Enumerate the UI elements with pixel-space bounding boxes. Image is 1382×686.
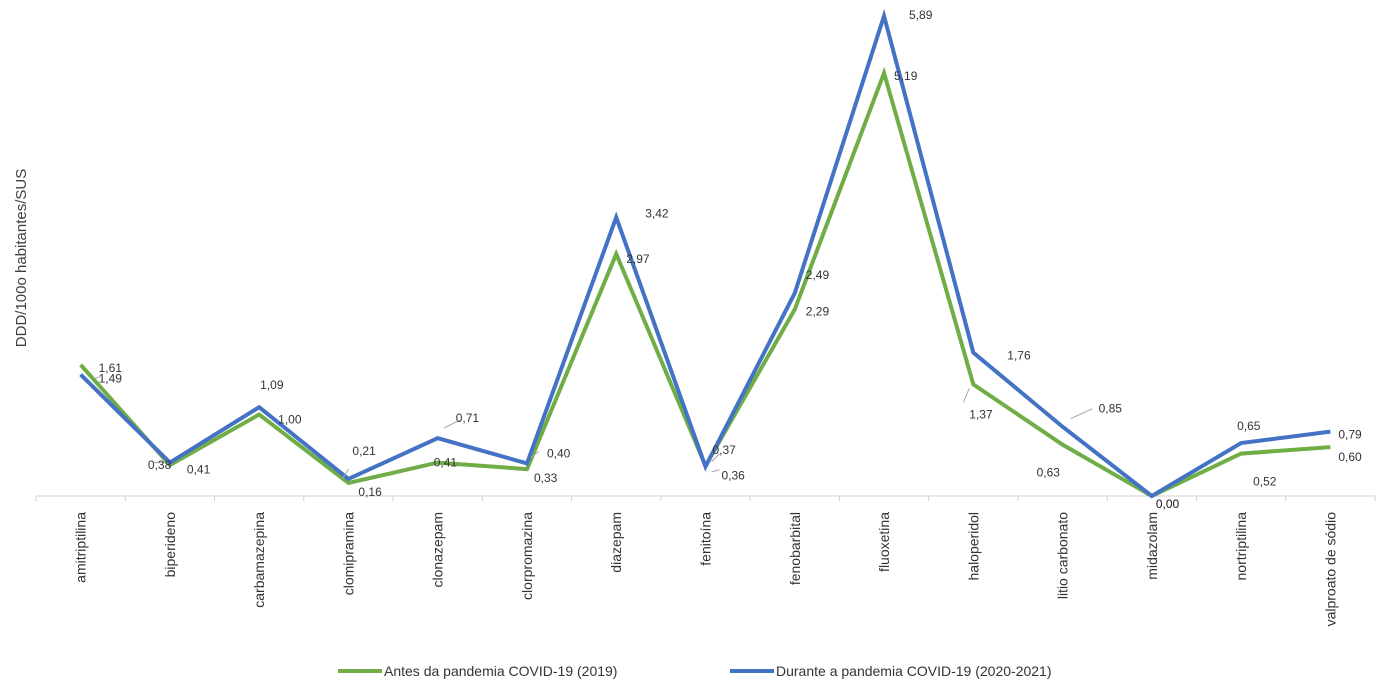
label-leader-line	[962, 388, 970, 403]
x-tick-label: fenitoína	[698, 512, 714, 566]
label-leader-line	[94, 376, 101, 380]
data-label: 0,36	[722, 469, 746, 483]
label-leader-line	[711, 469, 720, 473]
label-leader-line	[530, 451, 540, 458]
x-tick-label: valproato de sódio	[1322, 512, 1338, 627]
y-axis-label: DDD/100o habitantes/SUS	[13, 169, 30, 347]
x-tick-label: clonazepam	[430, 512, 446, 588]
data-label: 0,85	[1099, 402, 1123, 416]
data-label: 1,49	[99, 372, 123, 386]
data-label: 5,89	[909, 8, 933, 22]
x-tick-label: fluoxetina	[876, 512, 892, 572]
data-label: 0,52	[1253, 475, 1277, 489]
data-label: 0,00	[1156, 497, 1180, 511]
label-leader-line	[342, 468, 349, 480]
data-label: 0,37	[713, 443, 737, 457]
x-tick-marks	[35, 496, 1376, 501]
label-leader-line	[1070, 408, 1093, 420]
legend: Antes da pandemia COVID-19 (2019) Durante…	[338, 663, 1052, 679]
data-label: 1,37	[969, 407, 993, 421]
data-label: 0,00	[1156, 497, 1180, 511]
x-tick-label: carbamazepina	[251, 512, 267, 608]
data-label: 0,63	[1037, 466, 1061, 480]
data-label: 2,29	[806, 304, 830, 318]
series-line-antes	[79, 66, 1331, 499]
data-label: 1,76	[1007, 349, 1031, 363]
data-label: 3,42	[645, 206, 669, 220]
data-label: 0,38	[148, 458, 172, 472]
data-label: 5,19	[894, 69, 918, 83]
data-label: 0,41	[434, 456, 458, 470]
x-tick-labels: amitriptilina biperideno carbamazepina clom…	[73, 512, 1339, 627]
series-line-durante	[79, 8, 1331, 499]
label-leader-line	[443, 419, 460, 429]
data-label: 0,16	[358, 485, 382, 499]
data-label: 2,97	[626, 252, 650, 266]
data-labels: 1,61 0,38 1,00 0,16 0,41 0,33 2,97 0,37 2,29 5,19…	[99, 8, 1362, 511]
data-label: 1,61	[99, 361, 123, 375]
x-tick-label: fenobarbital	[787, 512, 803, 585]
x-tick-label: nortriptilina	[1233, 512, 1249, 581]
data-label: 1,00	[278, 413, 302, 427]
x-tick-label: clomipramina	[340, 512, 356, 595]
data-label: 0,65	[1237, 419, 1261, 433]
x-tick-label: midazolam	[1144, 512, 1160, 580]
data-label: 1,09	[260, 378, 284, 392]
x-tick-label: haloperidol	[965, 512, 981, 581]
data-label: 0,41	[187, 463, 211, 477]
x-tick-label: litio carbonato	[1055, 512, 1071, 599]
x-tick-label: biperideno	[162, 512, 178, 578]
label-leader-lines	[94, 376, 1093, 480]
legend-label: Antes da pandemia COVID-19 (2019)	[384, 663, 617, 679]
label-leader-line	[711, 453, 720, 463]
data-label: 0,21	[352, 444, 376, 458]
data-label: 0,33	[534, 471, 558, 485]
data-label: 0,79	[1338, 428, 1362, 442]
x-tick-label: diazepam	[608, 512, 624, 573]
x-tick-label: amitriptilina	[73, 512, 89, 583]
data-label: 0,40	[547, 446, 571, 460]
x-tick-label: clorpromazina	[519, 512, 535, 600]
legend-label: Durante a pandemia COVID-19 (2020-2021)	[776, 663, 1052, 679]
data-label: 2,49	[806, 268, 830, 282]
series-lines	[79, 8, 1331, 499]
data-label: 0,60	[1338, 450, 1362, 464]
data-label: 0,71	[456, 411, 480, 425]
